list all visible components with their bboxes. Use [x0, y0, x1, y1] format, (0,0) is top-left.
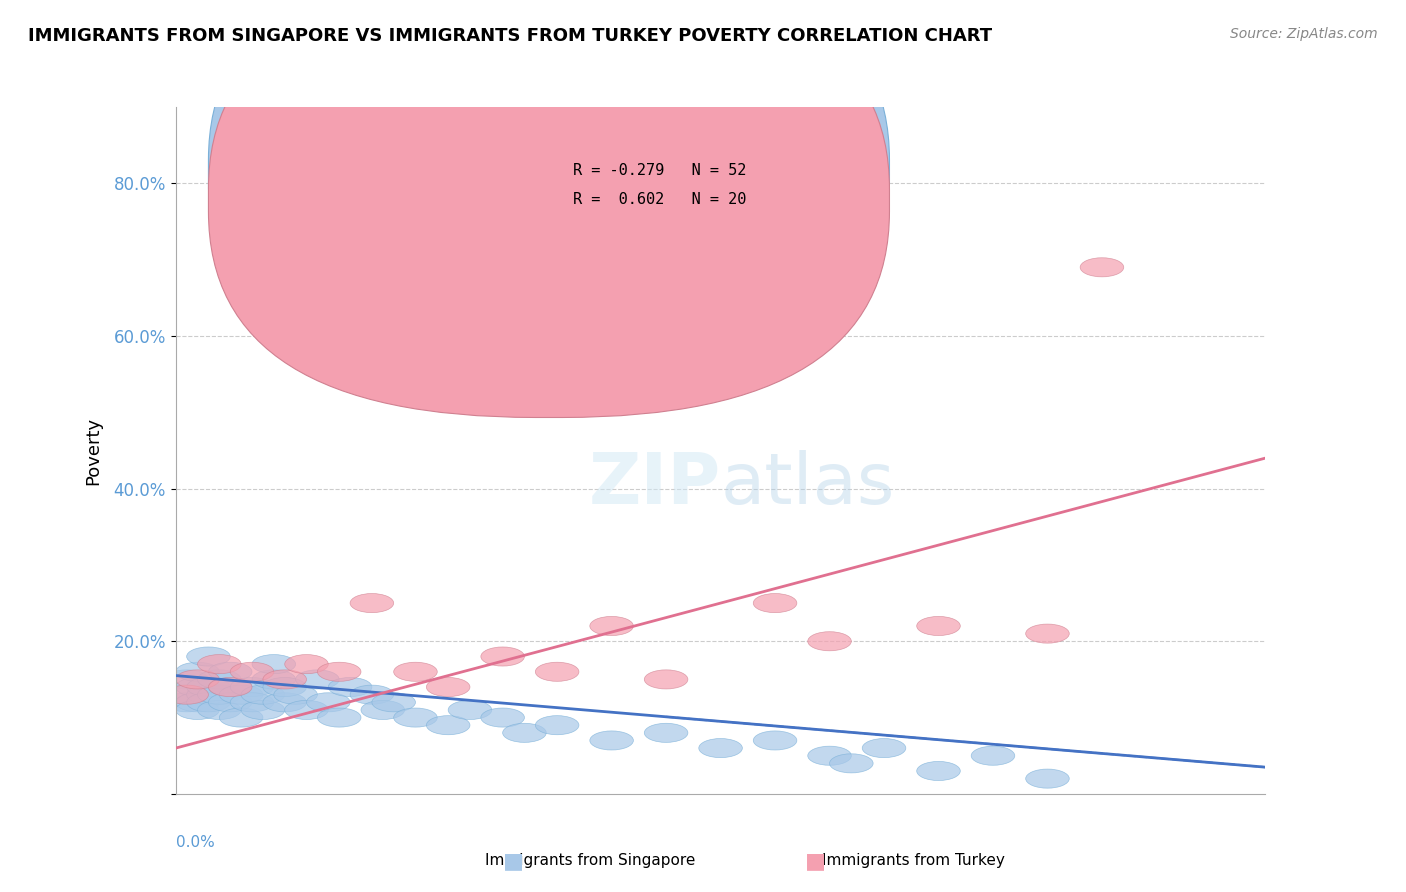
Ellipse shape	[252, 670, 295, 689]
Ellipse shape	[231, 678, 274, 697]
Ellipse shape	[285, 700, 329, 720]
Ellipse shape	[481, 708, 524, 727]
Ellipse shape	[187, 678, 231, 697]
Ellipse shape	[807, 747, 852, 765]
Ellipse shape	[197, 670, 242, 689]
Ellipse shape	[165, 685, 208, 704]
Ellipse shape	[807, 632, 852, 651]
Ellipse shape	[165, 693, 208, 712]
Ellipse shape	[295, 670, 339, 689]
Y-axis label: Poverty: Poverty	[84, 417, 103, 484]
Ellipse shape	[197, 655, 242, 673]
Ellipse shape	[208, 678, 252, 697]
Ellipse shape	[394, 662, 437, 681]
Ellipse shape	[197, 685, 242, 704]
Ellipse shape	[187, 647, 231, 666]
Ellipse shape	[187, 685, 231, 704]
Text: 0.0%: 0.0%	[176, 835, 215, 850]
Text: Immigrants from Turkey: Immigrants from Turkey	[823, 854, 1005, 868]
FancyBboxPatch shape	[208, 0, 890, 389]
Ellipse shape	[1080, 258, 1123, 277]
Ellipse shape	[394, 708, 437, 727]
Ellipse shape	[350, 593, 394, 613]
Ellipse shape	[371, 693, 416, 712]
Ellipse shape	[318, 662, 361, 681]
Ellipse shape	[165, 685, 208, 704]
Ellipse shape	[361, 700, 405, 720]
Ellipse shape	[231, 662, 274, 681]
Ellipse shape	[591, 616, 633, 635]
Ellipse shape	[917, 762, 960, 780]
Ellipse shape	[208, 678, 252, 697]
Ellipse shape	[699, 739, 742, 757]
Ellipse shape	[252, 655, 295, 673]
Text: ■: ■	[806, 851, 825, 871]
Ellipse shape	[307, 693, 350, 712]
Ellipse shape	[536, 715, 579, 735]
Ellipse shape	[187, 693, 231, 712]
Ellipse shape	[503, 723, 546, 742]
Ellipse shape	[644, 723, 688, 742]
Ellipse shape	[208, 693, 252, 712]
Ellipse shape	[263, 678, 307, 697]
Ellipse shape	[263, 670, 307, 689]
Ellipse shape	[208, 662, 252, 681]
Ellipse shape	[165, 670, 208, 689]
Ellipse shape	[481, 647, 524, 666]
Text: atlas: atlas	[721, 450, 896, 519]
Text: Source: ZipAtlas.com: Source: ZipAtlas.com	[1230, 27, 1378, 41]
Text: ZIP: ZIP	[588, 450, 721, 519]
Ellipse shape	[754, 731, 797, 750]
Text: R =  0.602   N = 20: R = 0.602 N = 20	[574, 193, 747, 207]
FancyBboxPatch shape	[208, 0, 890, 417]
Text: R = -0.279   N = 52: R = -0.279 N = 52	[574, 162, 747, 178]
Ellipse shape	[644, 670, 688, 689]
Ellipse shape	[449, 700, 492, 720]
Text: IMMIGRANTS FROM SINGAPORE VS IMMIGRANTS FROM TURKEY POVERTY CORRELATION CHART: IMMIGRANTS FROM SINGAPORE VS IMMIGRANTS …	[28, 27, 993, 45]
Ellipse shape	[263, 693, 307, 712]
Ellipse shape	[350, 685, 394, 704]
Ellipse shape	[176, 670, 219, 689]
Ellipse shape	[176, 700, 219, 720]
Text: Immigrants from Singapore: Immigrants from Singapore	[485, 854, 696, 868]
Ellipse shape	[219, 708, 263, 727]
Ellipse shape	[285, 655, 329, 673]
Ellipse shape	[197, 700, 242, 720]
Ellipse shape	[274, 685, 318, 704]
Ellipse shape	[318, 708, 361, 727]
Ellipse shape	[754, 593, 797, 613]
Ellipse shape	[176, 693, 219, 712]
Ellipse shape	[426, 678, 470, 697]
Ellipse shape	[1026, 769, 1069, 789]
Ellipse shape	[862, 739, 905, 757]
Text: ■: ■	[503, 851, 523, 871]
Ellipse shape	[242, 685, 285, 704]
Ellipse shape	[329, 678, 371, 697]
Ellipse shape	[231, 693, 274, 712]
Ellipse shape	[176, 662, 219, 681]
FancyBboxPatch shape	[513, 148, 818, 227]
Ellipse shape	[242, 700, 285, 720]
Ellipse shape	[426, 715, 470, 735]
Ellipse shape	[536, 662, 579, 681]
Ellipse shape	[972, 747, 1015, 765]
Ellipse shape	[1026, 624, 1069, 643]
Ellipse shape	[917, 616, 960, 635]
Ellipse shape	[176, 678, 219, 697]
Ellipse shape	[219, 685, 263, 704]
Ellipse shape	[591, 731, 633, 750]
Ellipse shape	[830, 754, 873, 772]
